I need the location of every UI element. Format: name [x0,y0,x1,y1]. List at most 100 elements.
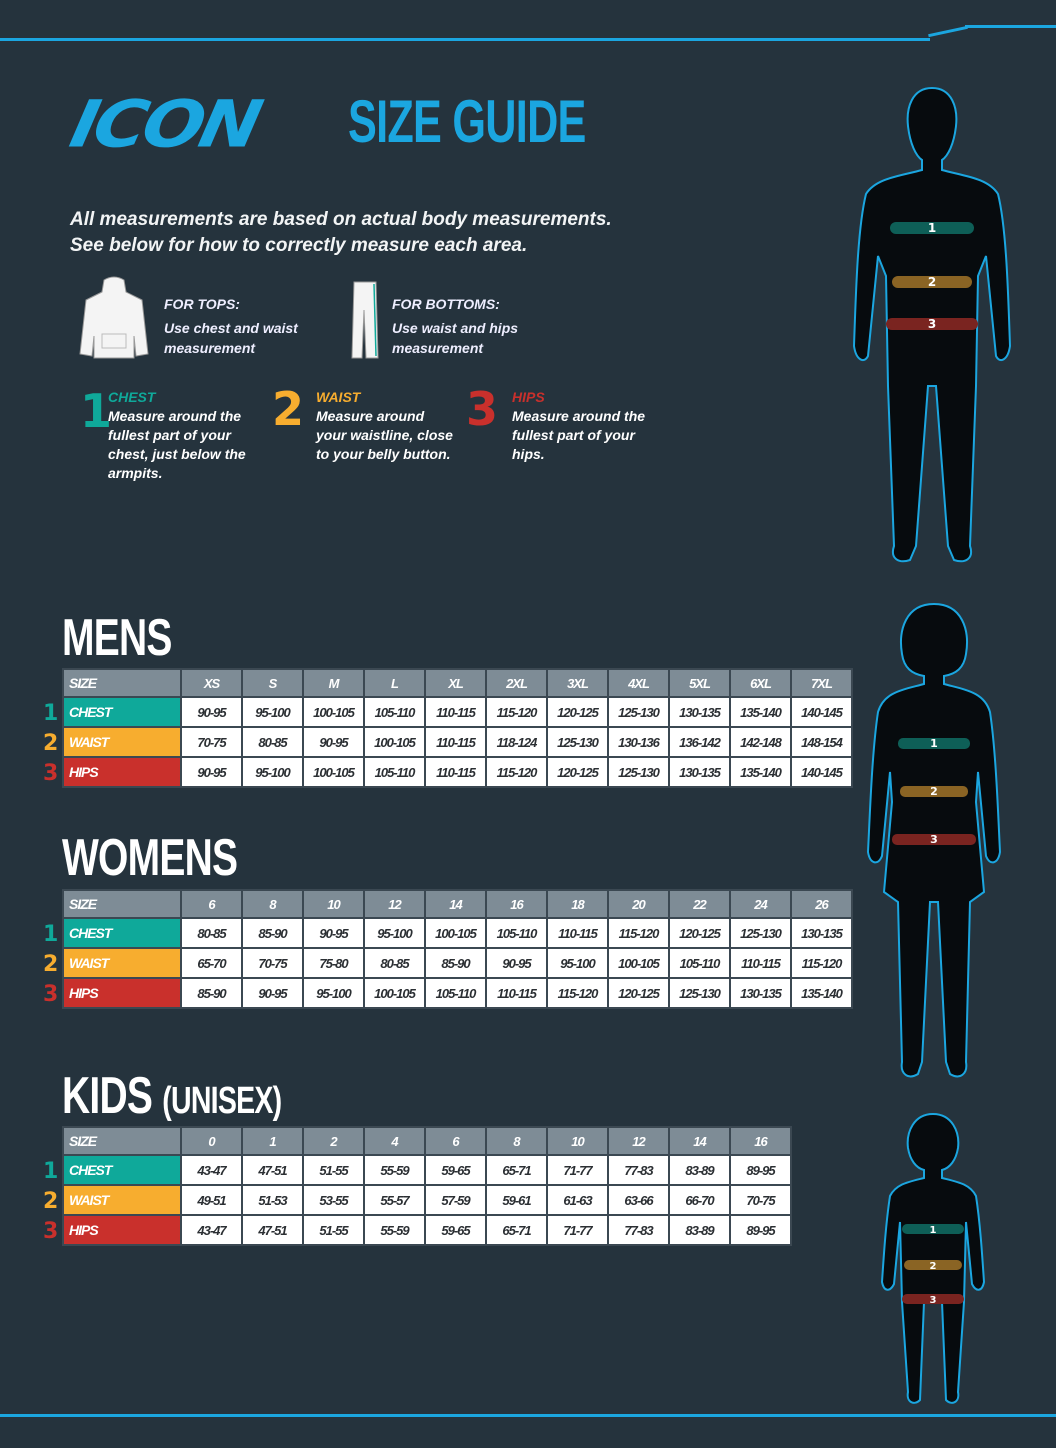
table-cell: 85-90 [424,947,487,979]
hips-instructions: HIPS Measure around the fullest part of … [512,388,652,464]
size-column-header: 6XL [729,668,792,698]
intro-line-1: All measurements are based on actual bod… [70,209,612,230]
bottom-border-line [0,1414,1056,1417]
table-cell: 115-120 [607,917,670,949]
table-cell: 70-75 [729,1184,792,1216]
table-cell: 105-110 [424,977,487,1009]
table-cell: 118-124 [485,726,548,758]
table-cell: 100-105 [302,756,365,788]
table-cell: 95-100 [241,696,304,728]
table-cell: 90-95 [302,726,365,758]
table-cell: 89-95 [729,1154,792,1186]
table-cell: 110-115 [424,696,487,728]
table-cell: 66-70 [668,1184,731,1216]
table-cell: 77-83 [607,1154,670,1186]
male-silhouette: 1 2 3 [852,86,1012,563]
hips-title: HIPS [512,389,545,405]
size-column-header: 8 [485,1126,548,1156]
table-cell: 120-125 [546,696,609,728]
size-column-header: 2XL [485,668,548,698]
hips-number: 3 [466,382,499,436]
kids-title: KIDS [62,1067,153,1125]
table-row-hips: HIPS 85-90 90-95 95-100 100-105 105-110 110-11… [62,977,853,1009]
table-cell: 130-135 [729,977,792,1009]
table-cell: 51-53 [241,1184,304,1216]
size-column-header: 10 [302,889,365,919]
table-cell: 100-105 [363,726,426,758]
table-cell: 59-65 [424,1214,487,1246]
row-number-hips: 3 [43,761,59,786]
kids-heading: KIDS (UNISEX) [62,1067,282,1125]
waist-text: Measure around your waistline, close to … [316,408,453,462]
table-row-chest: CHEST 43-47 47-51 51-55 55-59 59-65 65-71 71-77… [62,1154,792,1186]
table-cell: 51-55 [302,1214,365,1246]
size-column-header: 8 [241,889,304,919]
table-cell: 65-70 [180,947,243,979]
size-column-header: 6 [424,1126,487,1156]
table-cell: 95-100 [302,977,365,1009]
table-cell: 65-71 [485,1214,548,1246]
row-number-chest: 1 [43,1159,59,1184]
chest-title: CHEST [108,389,156,405]
svg-text:3: 3 [930,833,938,846]
row-number-waist: 2 [43,731,59,756]
waist-title: WAIST [316,389,361,405]
svg-text:2: 2 [930,1261,937,1272]
size-column-header: M [302,668,365,698]
table-cell: 136-142 [668,726,731,758]
table-cell: 110-115 [424,726,487,758]
table-cell: 130-135 [790,917,853,949]
bottoms-usage: FOR BOTTOMS: Use waist and hips measurem… [392,294,552,358]
mens-size-table: SIZE XS S M L XL 2XL 3XL 4XL 5XL 6XL 7XL CHEST 90-95 9… [62,668,853,788]
size-header-cell: SIZE [62,1126,182,1156]
table-cell: 77-83 [607,1214,670,1246]
size-column-header: L [363,668,426,698]
size-column-header: 12 [607,1126,670,1156]
female-silhouette: 1 2 3 [866,602,1002,1078]
row-number-waist: 2 [43,1189,59,1214]
table-cell: 105-110 [363,756,426,788]
table-cell: 140-145 [790,756,853,788]
row-label-chest: CHEST [62,1154,182,1186]
table-cell: 100-105 [424,917,487,949]
table-header-row: SIZE 0 1 2 4 6 8 10 12 14 16 [62,1126,792,1156]
womens-size-table: SIZE 6 8 10 12 14 16 18 20 22 24 26 CHEST 80-85 85-90 9… [62,889,853,1009]
row-number-waist: 2 [43,952,59,977]
table-cell: 105-110 [363,696,426,728]
table-cell: 55-57 [363,1184,426,1216]
row-number-hips: 3 [43,1219,59,1244]
waist-number: 2 [272,382,305,436]
table-cell: 59-61 [485,1184,548,1216]
table-cell: 95-100 [241,756,304,788]
table-cell: 110-115 [424,756,487,788]
table-cell: 59-65 [424,1154,487,1186]
row-label-hips: HIPS [62,1214,182,1246]
table-cell: 90-95 [302,917,365,949]
size-column-header: S [241,668,304,698]
table-cell: 51-55 [302,1154,365,1186]
table-cell: 140-145 [790,696,853,728]
svg-text:1: 1 [930,737,938,750]
size-column-header: 14 [668,1126,731,1156]
size-column-header: 22 [668,889,731,919]
size-column-header: 24 [729,889,792,919]
table-cell: 90-95 [485,947,548,979]
chest-text: Measure around the fullest part of your … [108,408,246,481]
table-cell: 115-120 [546,977,609,1009]
tops-text: Use chest and waist measurement [164,320,298,356]
table-cell: 89-95 [729,1214,792,1246]
table-cell: 90-95 [241,977,304,1009]
size-column-header: 16 [485,889,548,919]
size-column-header: 1 [241,1126,304,1156]
table-cell: 125-130 [729,917,792,949]
size-column-header: 4XL [607,668,670,698]
table-row-chest: CHEST 90-95 95-100 100-105 105-110 110-115 115… [62,696,853,728]
row-number-chest: 1 [43,701,59,726]
row-number-hips: 3 [43,982,59,1007]
size-column-header: XL [424,668,487,698]
tops-usage: FOR TOPS: Use chest and waist measuremen… [164,294,324,358]
table-cell: 63-66 [607,1184,670,1216]
size-column-header: 18 [546,889,609,919]
table-cell: 125-130 [607,756,670,788]
table-row-waist: WAIST 70-75 80-85 90-95 100-105 110-115 118-12… [62,726,853,758]
